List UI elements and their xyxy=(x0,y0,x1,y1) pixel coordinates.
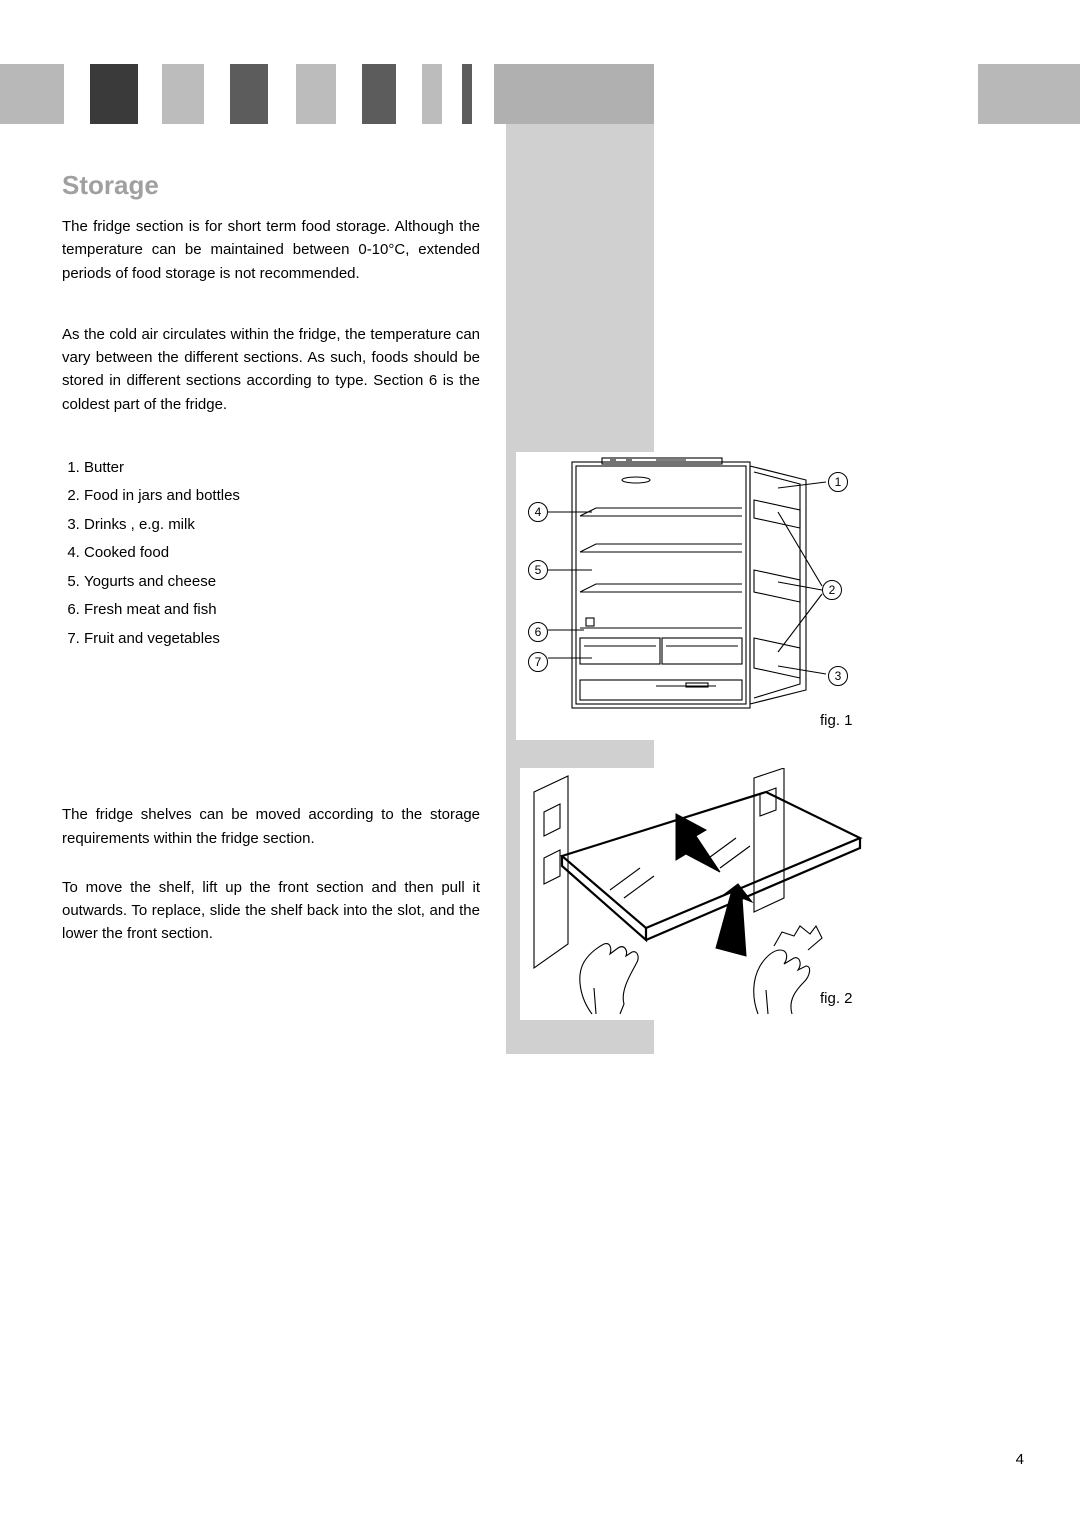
header-block xyxy=(462,64,472,124)
callout-number: 7 xyxy=(528,652,548,672)
header-block xyxy=(0,64,64,124)
list-item: Fresh meat and fish xyxy=(84,596,480,625)
callout-number: 2 xyxy=(822,580,842,600)
main-text-column: Storage The fridge section is for short … xyxy=(62,170,480,972)
intro-paragraph-1: The fridge section is for short term foo… xyxy=(62,215,480,285)
header-block xyxy=(296,64,336,124)
list-item: Cooked food xyxy=(84,539,480,568)
callout-number: 4 xyxy=(528,502,548,522)
list-item: Fruit and vegetables xyxy=(84,625,480,654)
header-block xyxy=(90,64,138,124)
section-heading: Storage xyxy=(62,170,480,201)
shelf-paragraph-1: The fridge shelves can be moved accordin… xyxy=(62,803,480,850)
header-decorative-stripe xyxy=(0,64,1080,124)
header-block xyxy=(162,64,204,124)
page-number: 4 xyxy=(1016,1451,1024,1468)
storage-sections-list: ButterFood in jars and bottlesDrinks , e… xyxy=(62,454,480,654)
figure-1-fridge-diagram xyxy=(516,452,876,740)
header-block xyxy=(494,64,654,124)
figure-2-caption: fig. 2 xyxy=(820,990,853,1007)
list-item: Food in jars and bottles xyxy=(84,482,480,511)
figure-1-caption: fig. 1 xyxy=(820,712,853,729)
callout-number: 1 xyxy=(828,472,848,492)
shelf-paragraph-2: To move the shelf, lift up the front sec… xyxy=(62,876,480,946)
list-item: Butter xyxy=(84,454,480,483)
header-block xyxy=(978,64,1080,124)
figure-2-shelf-diagram xyxy=(520,768,876,1020)
callout-number: 5 xyxy=(528,560,548,580)
header-block xyxy=(422,64,442,124)
header-block xyxy=(230,64,268,124)
list-item: Yogurts and cheese xyxy=(84,568,480,597)
header-block xyxy=(362,64,396,124)
intro-paragraph-2: As the cold air circulates within the fr… xyxy=(62,323,480,416)
callout-number: 6 xyxy=(528,622,548,642)
list-item: Drinks , e.g. milk xyxy=(84,511,480,540)
callout-number: 3 xyxy=(828,666,848,686)
